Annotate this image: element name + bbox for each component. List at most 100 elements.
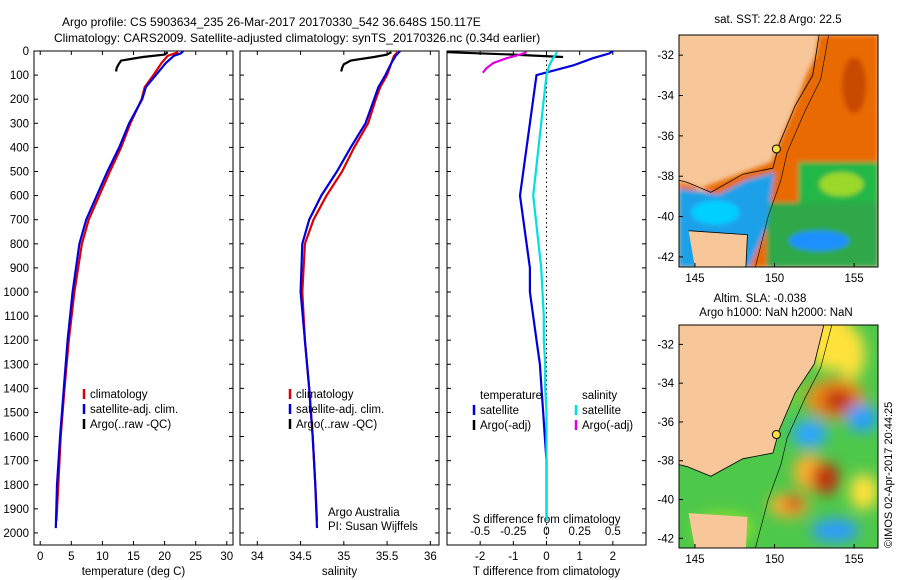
sla-anomaly-9 [784,496,803,511]
x-axis-label: temperature (deg C) [82,566,186,578]
sla-anomaly-7 [811,462,840,495]
x-axis-label: salinity [322,566,357,578]
x-tick-label: 30 [220,551,233,563]
series-salinity-satellite [532,51,559,521]
panel-temperature: 0 5 10 15 20 25 30 temperature (deg C) 0 100 200 30… [3,46,234,578]
y-tick-label: 1100 [4,311,29,323]
y-tick-label: -40 [657,212,674,224]
sla-anomaly-4 [846,404,878,433]
coastline [679,35,820,193]
y-tick-label: -40 [657,495,674,507]
legend-label: Argo(-adj) [582,420,633,432]
series-temperature-satellite [518,50,614,521]
y-tick-label: 100 [10,70,29,82]
y-tick-label: 1000 [3,287,29,299]
y-tick-label: 800 [10,239,29,251]
y-tick-label: 1200 [3,335,29,347]
y-tick-label: 500 [10,166,29,178]
sla-anomaly-5 [791,419,828,448]
y-tick-label: 1300 [3,359,29,371]
y-tick-label: 1500 [3,407,29,419]
series-satellite-adj-clim- [299,50,401,529]
x-tick-label: 25 [189,551,202,563]
y-tick-label: 1600 [3,432,29,444]
y-tick-label: -38 [657,171,674,183]
y-tick-label: 1900 [3,504,29,516]
legend-title-temperature: temperature [480,390,542,402]
bathymetry-contour [755,35,829,267]
sla-map-subtitle: Argo h1000: NaN h2000: NaN [699,307,852,319]
panel-salinity: 34 34.5 35 35.5 36 salinity climatology satelli… [239,50,440,578]
tasmania-coast [688,230,748,267]
x-axis-label: T difference from climatology [473,566,620,578]
coastline [679,325,825,477]
sst-yellow-patch [819,172,864,197]
y-tick-label: 1400 [3,383,29,395]
y-tick-label: 2000 [3,528,29,540]
series-argo-raw-qc- [340,51,392,72]
legend-label: climatology [90,389,148,401]
x-tick-label: 145 [685,273,704,285]
x-tick-label: -2 [475,551,485,563]
series-temperature-argo-adj- [446,51,564,59]
y-tick-label: 900 [10,263,29,275]
panel-difference: -2 -1 0 1 2 T difference from climatology -0.5… [446,50,647,578]
tasmania-land [688,513,748,548]
annotation-institution: Argo Australia [328,507,400,519]
x-tick-label: 10 [96,551,109,563]
s-tick-label: 0.25 [568,526,590,538]
land-area [679,325,824,477]
sla-map-title: Altim. SLA: -0.038 [714,293,807,305]
panel-frame-temperature [33,50,234,546]
legend-label: satellite [480,405,519,417]
annotation-pi: PI: Susan Wijffels [328,521,418,533]
x-tick-label: 155 [845,273,864,285]
s-tick-label: -0.25 [500,526,526,538]
x-tick-label: 1 [576,551,582,563]
legend-label: satellite-adj. clim. [90,404,178,416]
legend-title-salinity: salinity [582,390,617,402]
x-tick-label: -1 [508,551,518,563]
y-tick-label: 1800 [3,480,29,492]
y-tick-label: -36 [657,417,674,429]
y-tick-label: 700 [10,215,29,227]
y-tick-label: 1700 [3,456,29,468]
y-tick-label: 0 [23,46,29,58]
sst-map-title: sat. SST: 22.8 Argo: 22.5 [714,14,841,26]
y-tick-label: -32 [657,50,674,62]
x-tick-label: 35 [337,551,350,563]
sla-anomaly-3 [822,388,855,413]
x-tick-label: 35.5 [376,551,398,563]
sst-hot-patch [842,57,867,114]
x-tick-label: 145 [685,554,704,566]
series-argo-raw-qc- [115,51,169,72]
map-field-sla_map [679,325,878,548]
x-tick-label: 34.5 [289,551,311,563]
y-tick-label: -32 [657,339,674,351]
legend-label: Argo(..raw -QC) [296,419,377,431]
y-tick-label: -42 [657,533,674,545]
sla-anomaly-11 [811,518,860,543]
y-tick-label: -34 [657,91,674,103]
y-tick-label: -42 [657,252,674,264]
header-line-2: Climatology: CARS2009. Satellite-adjuste… [54,31,540,45]
x-tick-label: 15 [127,551,140,563]
sst-blue-patch [789,230,850,251]
y-tick-label: 400 [10,142,29,154]
x-tick-label: 36 [424,551,437,563]
map-sst_map: 145 150 155 -32 -34 -36 -38 -40 -42 [657,34,879,285]
legend-label: Argo(-adj) [480,420,531,432]
legend-label: satellite-adj. clim. [296,404,384,416]
y-tick-label: 300 [10,118,29,130]
s-tick-label: -0.5 [470,526,490,538]
y-tick-label: -34 [657,378,674,390]
x-tick-label: 0 [37,551,43,563]
argo-position-marker [771,144,781,154]
legend-label: climatology [296,389,354,401]
tasmania-land [688,230,748,267]
map-frame [678,324,879,549]
series-salinity-argo-adj- [481,51,527,74]
sst-cyan-patch [691,200,740,225]
x-tick-label: 34 [251,551,264,563]
